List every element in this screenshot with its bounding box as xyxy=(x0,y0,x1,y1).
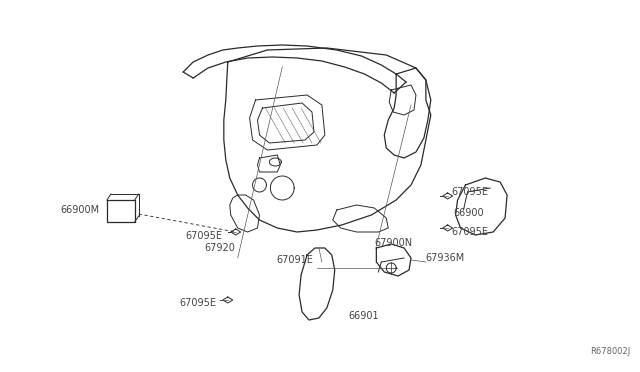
Text: 66900M: 66900M xyxy=(60,205,99,215)
Text: 67936M: 67936M xyxy=(426,253,465,263)
Text: 67095E: 67095E xyxy=(452,187,488,197)
Text: R678002J: R678002J xyxy=(590,347,630,356)
Text: 67095E: 67095E xyxy=(179,298,216,308)
Text: 67091E: 67091E xyxy=(276,255,313,265)
Text: 67095E: 67095E xyxy=(186,231,223,241)
Text: 67900N: 67900N xyxy=(374,238,413,248)
Text: 67920: 67920 xyxy=(205,243,236,253)
Text: 67095E: 67095E xyxy=(452,227,488,237)
Text: 66901: 66901 xyxy=(349,311,380,321)
Text: 66900: 66900 xyxy=(454,208,484,218)
